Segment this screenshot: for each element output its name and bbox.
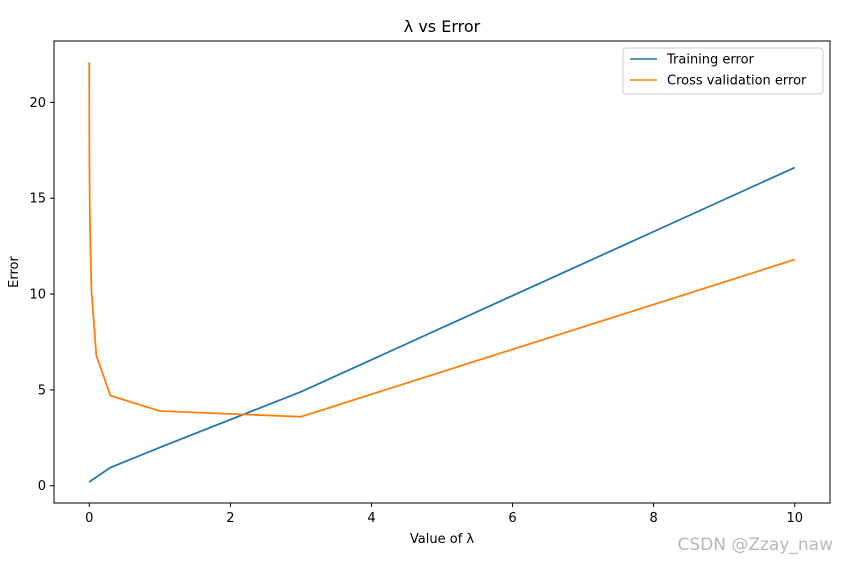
x-axis: 0 2 4 6 8 10 <box>85 503 803 526</box>
y-tick-label: 10 <box>29 288 46 303</box>
x-tick-label: 0 <box>85 511 93 526</box>
watermark: CSDN @Zzay_naw <box>677 535 833 555</box>
legend: Training error Cross validation error <box>622 47 824 95</box>
y-axis-label: Error <box>7 256 22 288</box>
legend-label-cross-validation-error: Cross validation error <box>667 74 807 89</box>
legend-label-training-error: Training error <box>666 53 755 68</box>
y-tick-label: 5 <box>38 383 46 398</box>
x-tick-label: 8 <box>649 511 657 526</box>
y-tick-label: 15 <box>29 192 46 207</box>
x-tick-label: 4 <box>367 511 375 526</box>
series-lines <box>88 62 796 483</box>
x-tick-label: 10 <box>786 511 803 526</box>
x-tick-label: 6 <box>508 511 516 526</box>
x-axis-label: Value of λ <box>410 532 474 547</box>
y-tick-label: 0 <box>38 479 46 494</box>
x-tick-label: 2 <box>226 511 234 526</box>
plot-area: 0 2 4 6 8 10 0 5 10 15 20 <box>29 40 831 526</box>
series-line-training-error <box>88 166 796 483</box>
chart-title: λ vs Error <box>404 17 481 36</box>
y-axis: 0 5 10 15 20 <box>29 96 54 494</box>
plot-frame <box>53 40 831 504</box>
legend-box <box>622 47 824 95</box>
series-line-cross-validation-error <box>88 62 796 418</box>
y-tick-label: 20 <box>29 96 46 111</box>
